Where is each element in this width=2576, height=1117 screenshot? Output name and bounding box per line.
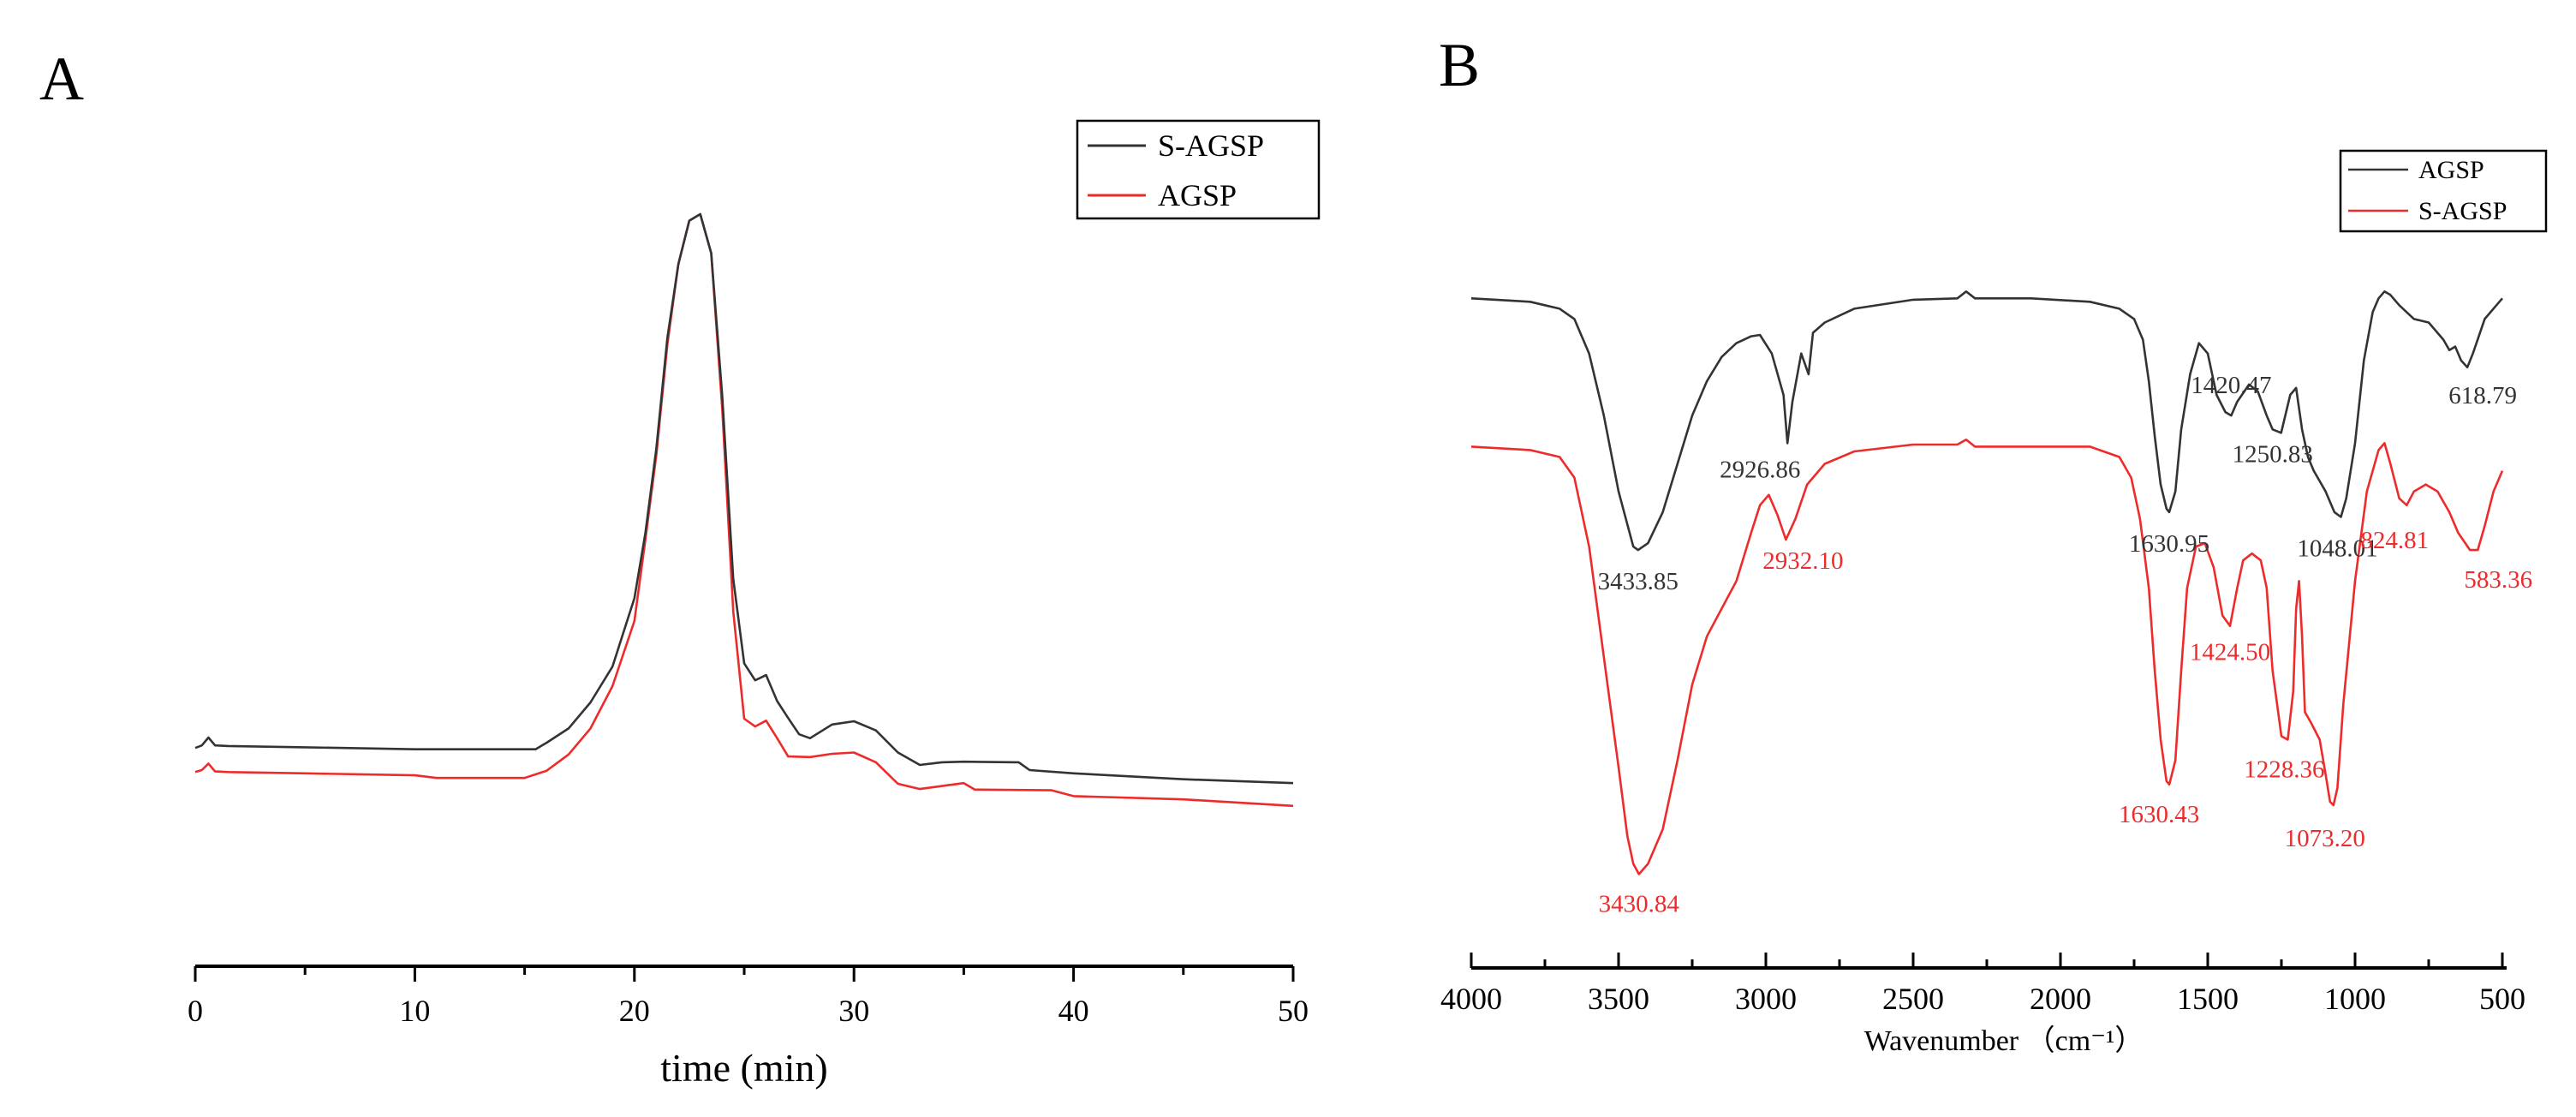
x-tick-label-20: 20 [619,994,650,1028]
peak-label-s-agsp-1424-50: 1424.50 [2190,639,2270,666]
ir-x-tick-label-3500: 3500 [1588,982,1649,1016]
panel-a-ticks: 0 10 20 30 40 50 [188,966,1309,1028]
x-tick-label-30: 30 [838,994,869,1028]
peak-label-agsp-1420-47: 1420.47 [2191,372,2271,399]
panel-a-legend-box [1076,119,1321,220]
peak-label-agsp-3433-85: 3433.85 [1598,568,1679,595]
panel-b: B 2926.86 3433.85 1630.95 1420.47 1250.83 104… [1439,31,2548,1057]
ir-x-tick-label-2000: 2000 [2030,982,2091,1016]
peak-label-agsp-1250-83: 1250.83 [2233,440,2313,468]
ir-series-line-s-agsp [1470,438,2504,875]
panel-b-x-axis-title: Wavenumber （cm⁻¹） [1864,1024,2144,1057]
x-tick-label-40: 40 [1058,994,1089,1028]
x-tick-label-10: 10 [399,994,430,1028]
legend-label-agsp-ir: AGSP [2418,156,2484,184]
panel-a-x-axis-title: time (min) [660,1046,827,1090]
series-line-agsp [194,212,1294,808]
peak-label-s-agsp-824-81: 824.81 [2360,527,2429,554]
panel-b-ticks: 4000 3500 3000 2500 2000 1500 1000 500 [1440,953,2525,1016]
peak-label-agsp-2926-86: 2926.86 [1720,456,1800,483]
peak-label-s-agsp-1073-20: 1073.20 [2285,825,2365,852]
legend-label-agsp: AGSP [1158,178,1237,212]
panel-b-letter: B [1439,31,1480,99]
legend-label-s-agsp: S-AGSP [1158,128,1264,163]
peak-label-s-agsp-583-36: 583.36 [2464,566,2532,594]
ir-x-tick-label-2500: 2500 [1882,982,1944,1016]
ir-x-tick-label-1000: 1000 [2324,982,2386,1016]
ir-series-line-agsp [1470,290,2503,552]
x-tick-label-0: 0 [188,994,203,1028]
panel-b-peak-labels: 2926.86 3433.85 1630.95 1420.47 1250.83 1048.… [1598,372,2533,917]
ir-x-tick-label-500: 500 [2479,982,2525,1016]
peak-label-agsp-1048-01: 1048.01 [2297,535,2377,563]
panel-a-series [194,212,1294,808]
panel-b-legend: AGSP S-AGSP [2339,149,2548,233]
peak-label-s-agsp-3430-84: 3430.84 [1599,891,1680,918]
peak-label-s-agsp-1228-36: 1228.36 [2244,756,2324,784]
x-tick-label-50: 50 [1278,994,1309,1028]
ir-x-tick-label-1500: 1500 [2177,982,2239,1016]
peak-label-s-agsp-2932-10: 2932.10 [1762,547,1843,575]
peak-label-agsp-618-79: 618.79 [2448,382,2517,409]
peak-label-agsp-1630-95: 1630.95 [2129,530,2209,558]
panel-a: A 0 10 20 30 40 50 time (min) S-AGSP AGSP [39,45,1321,1090]
panel-b-legend-box [2339,149,2548,233]
ir-x-tick-label-4000: 4000 [1440,982,1502,1016]
peak-label-s-agsp-1630-43: 1630.43 [2119,801,2199,828]
panel-b-series [1470,290,2504,875]
series-line-s-agsp [194,212,1294,785]
ir-x-tick-label-3000: 3000 [1735,982,1797,1016]
panel-a-letter: A [39,45,84,113]
panel-a-legend: S-AGSP AGSP [1076,119,1321,220]
legend-label-s-agsp-ir: S-AGSP [2418,197,2507,225]
